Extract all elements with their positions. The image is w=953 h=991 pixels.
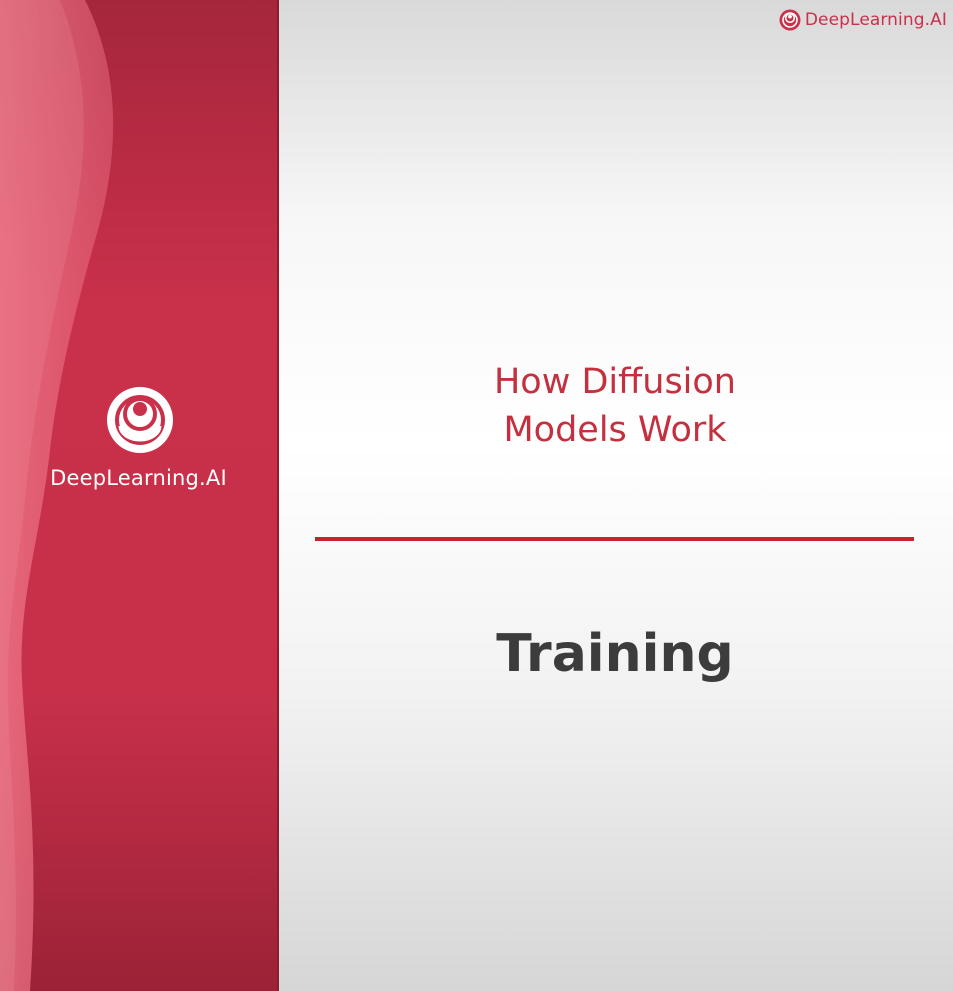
corner-brand: DeepLearning.AI [779,9,947,31]
decorative-wave [0,0,114,991]
section-title: Training [496,624,734,684]
course-title: How Diffusion Models Work [315,358,915,454]
title-divider [315,537,914,541]
brand-name: DeepLearning.AI [50,466,227,490]
deeplearning-ai-logo-icon [106,387,173,453]
brand-sidebar-panel: DeepLearning.AI [0,0,279,991]
deeplearning-ai-logo-icon [779,9,801,31]
brand-block: DeepLearning.AI [0,386,279,490]
course-title-line-1: How Diffusion [493,362,736,402]
corner-brand-name: DeepLearning.AI [804,10,947,30]
panel-edge-line [277,0,279,991]
course-title-line-2: Models Work [503,410,727,450]
